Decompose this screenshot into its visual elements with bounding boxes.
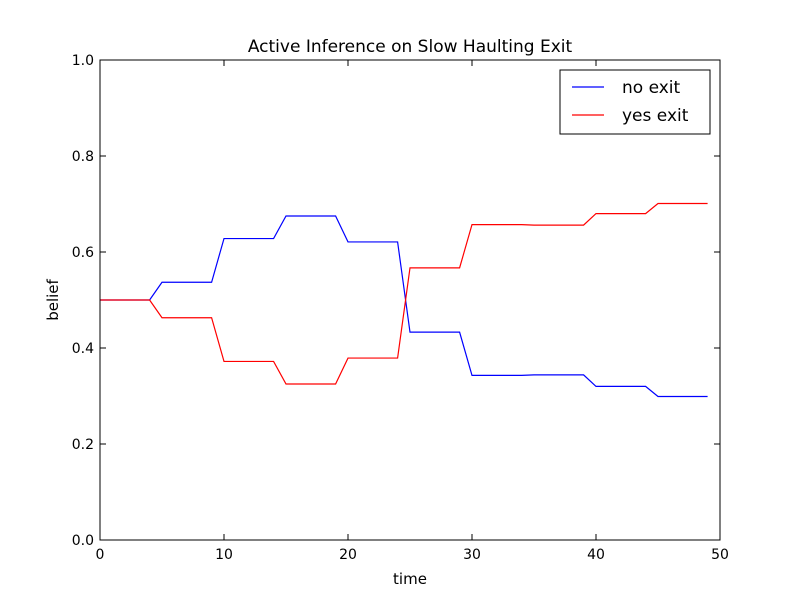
plot-series-group — [100, 202, 708, 398]
y-axis: 0.0 0.2 0.4 0.6 0.8 1.0 — [72, 53, 720, 549]
x-axis-label: time — [393, 570, 427, 588]
series-line-yes-exit — [100, 202, 708, 385]
series-line-no-exit — [100, 215, 708, 398]
x-axis: 0 10 20 30 40 50 — [96, 60, 729, 563]
x-tick-label: 10 — [215, 547, 233, 563]
y-tick-label: 1.0 — [72, 53, 94, 69]
y-tick-label: 0.8 — [72, 149, 94, 165]
x-tick-label: 40 — [587, 547, 605, 563]
legend-box — [559, 69, 711, 135]
y-tick-label: 0.2 — [72, 437, 94, 453]
legend-label: no exit — [622, 78, 681, 98]
x-tick-label: 20 — [339, 547, 357, 563]
y-axis-label: belief — [44, 278, 62, 320]
x-tick-label: 50 — [711, 547, 729, 563]
x-tick-label: 0 — [96, 547, 105, 563]
y-tick-label: 0.0 — [72, 533, 94, 549]
x-tick-label: 30 — [463, 547, 481, 563]
y-tick-label: 0.6 — [72, 245, 94, 261]
chart-title: Active Inference on Slow Haulting Exit — [248, 37, 573, 57]
y-tick-label: 0.4 — [72, 341, 94, 357]
legend: no exit yes exit — [559, 69, 711, 135]
legend-label: yes exit — [622, 106, 689, 126]
plot-frame — [99, 59, 721, 541]
